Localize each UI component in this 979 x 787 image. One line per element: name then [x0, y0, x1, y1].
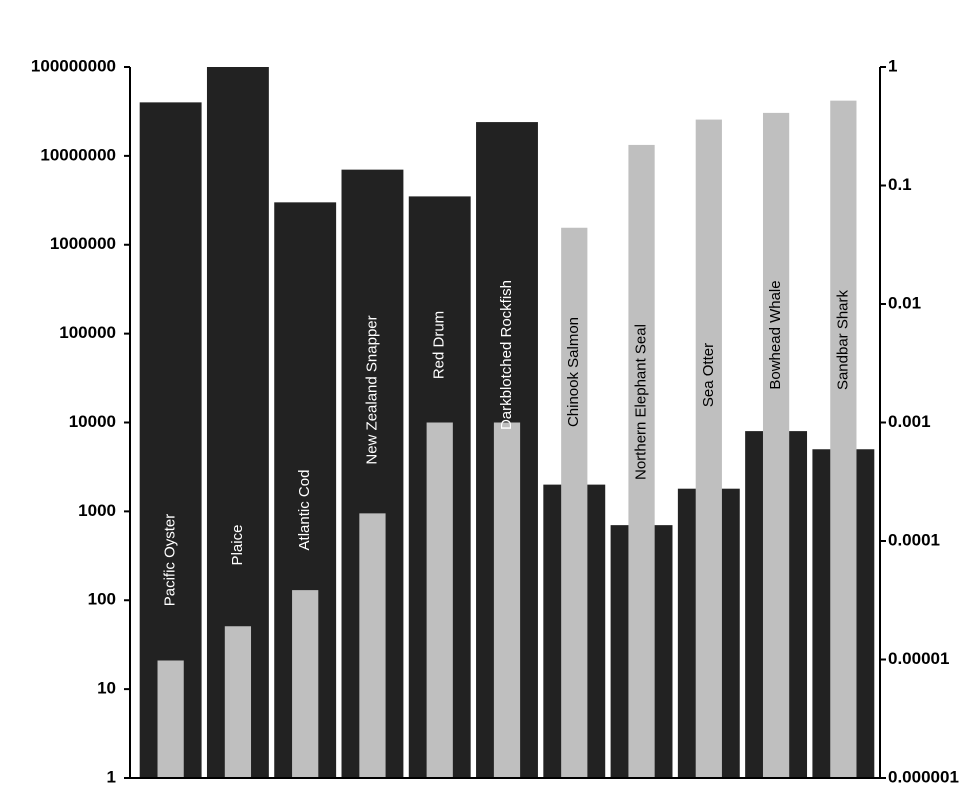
category-label: Bowhead Whale	[767, 280, 784, 389]
category-label: Darkblotched Rockfish	[498, 280, 515, 430]
y-tick-label: 1	[107, 767, 116, 786]
bar	[359, 513, 386, 778]
bar	[830, 100, 857, 778]
y2-tick-label: 0.00001	[888, 649, 949, 668]
y-tick-label: 100000	[59, 323, 116, 342]
y-tick-label: 100000000	[31, 56, 116, 75]
y-tick-label: 1000000	[50, 234, 116, 253]
bar	[695, 119, 722, 779]
bar	[762, 112, 790, 778]
bar	[224, 626, 252, 778]
category-label: Chinook Salmon	[565, 317, 582, 427]
y2-tick-label: 0.1	[888, 175, 912, 194]
y-tick-label: 10	[97, 679, 116, 698]
bar	[292, 590, 319, 778]
y-tick-label: 10000	[69, 412, 116, 431]
y-tick-label: 1000	[78, 501, 116, 520]
y-tick-label: 100	[88, 590, 116, 609]
bar	[493, 422, 521, 778]
y2-tick-label: 0.0001	[888, 530, 940, 549]
bar	[157, 660, 184, 778]
y2-tick-label: 0.001	[888, 412, 931, 431]
category-label: Sea Otter	[700, 343, 717, 407]
bar	[561, 227, 588, 778]
category-label: Northern Elephant Seal	[633, 324, 650, 480]
category-label: New Zealand Snapper	[363, 315, 380, 464]
bar	[628, 144, 655, 778]
category-label: Plaice	[229, 525, 246, 566]
y2-tick-label: 0.01	[888, 293, 921, 312]
y-tick-label: 10000000	[40, 145, 116, 164]
category-label: Red Drum	[431, 311, 448, 379]
category-label: Sandbar Shark	[834, 289, 851, 390]
bar	[426, 422, 453, 778]
y2-tick-label: 0.000001	[888, 767, 959, 786]
category-label: Pacific Oyster	[162, 514, 179, 607]
y2-tick-label: 1	[888, 56, 897, 75]
category-label: Atlantic Cod	[296, 470, 313, 551]
